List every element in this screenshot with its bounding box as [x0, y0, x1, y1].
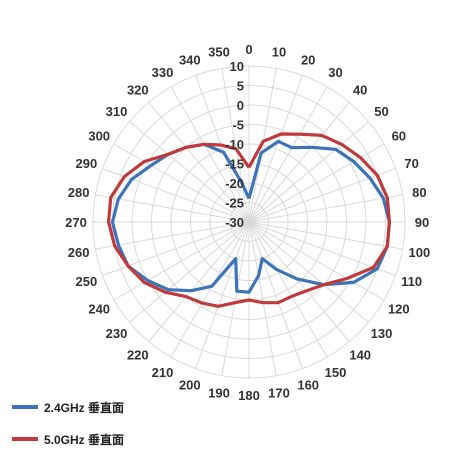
grid-spoke: [248, 221, 350, 342]
angle-tick-label: 120: [388, 302, 410, 317]
angle-tick-label: 40: [353, 83, 367, 98]
angle-tick-label: 250: [76, 274, 98, 289]
radial-tick-label: -25: [225, 196, 244, 211]
angle-tick-label: 160: [297, 378, 319, 393]
angle-tick-label: 100: [409, 245, 431, 260]
grid-spoke: [248, 221, 303, 369]
grid-spoke: [148, 102, 250, 223]
angle-tick-label: 340: [179, 52, 201, 67]
angle-tick-label: 230: [106, 326, 128, 341]
angle-tick-label: 220: [127, 348, 149, 363]
grid-spoke: [248, 194, 403, 223]
angle-tick-label: 150: [325, 365, 347, 380]
series-line-1: [106, 132, 391, 308]
angle-tick-label: 170: [268, 385, 290, 400]
angle-tick-label: 130: [371, 326, 393, 341]
angle-tick-label: 140: [349, 348, 371, 363]
angle-tick-label: 260: [68, 245, 90, 260]
angle-tick-label: 180: [238, 388, 260, 403]
legend-label-24ghz: 2.4GHz 垂直面: [44, 400, 125, 415]
angle-tick-label: 0: [245, 42, 252, 57]
angle-tick-label: 320: [127, 83, 149, 98]
grid-spoke: [248, 86, 328, 223]
radial-tick-label: 0: [237, 98, 244, 113]
angle-tick-label: 310: [106, 104, 128, 119]
grid-spoke: [95, 194, 250, 223]
grid-spoke: [170, 86, 250, 223]
series-line-0: [110, 139, 391, 294]
legend-swatch-50ghz: [12, 437, 38, 441]
grid-spoke: [248, 121, 369, 223]
angle-tick-label: 50: [374, 104, 388, 119]
radial-tick-label: -5: [232, 118, 244, 133]
grid-spoke: [102, 168, 250, 223]
angle-tick-label: 330: [152, 65, 174, 80]
grid-spoke: [148, 221, 250, 342]
radial-tick-label: -15: [225, 157, 244, 172]
angle-tick-label: 60: [392, 129, 406, 144]
angle-tick-label: 290: [76, 156, 98, 171]
grid-spoke: [248, 102, 350, 223]
radial-tick-label: -30: [225, 215, 244, 230]
grid-spoke: [248, 221, 385, 301]
angle-tick-label: 350: [208, 45, 230, 60]
grid-spoke: [95, 221, 250, 250]
radial-tick-label: 5: [237, 79, 244, 94]
angle-tick-label: 10: [272, 45, 286, 60]
angle-tick-label: 190: [208, 385, 230, 400]
radial-tick-label: 10: [230, 59, 244, 74]
angle-tick-label: 80: [412, 185, 426, 200]
grid-spoke: [195, 75, 250, 223]
angle-tick-label: 110: [401, 274, 422, 289]
grid-spoke: [129, 121, 250, 223]
angle-tick-label: 210: [152, 365, 174, 380]
grid-spoke: [248, 221, 328, 358]
legend-label-50ghz: 5.0GHz 垂直面: [44, 432, 125, 447]
legend-swatch-24ghz: [12, 405, 38, 409]
grid-spoke: [195, 221, 250, 369]
angle-tick-label: 30: [328, 65, 342, 80]
angle-tick-label: 70: [404, 156, 418, 171]
angle-tick-label: 20: [301, 52, 315, 67]
grid-spoke: [221, 221, 250, 376]
radial-tick-label: -20: [225, 176, 244, 191]
grid-spoke: [248, 75, 303, 223]
grid-spoke: [248, 221, 369, 323]
angle-tick-label: 240: [88, 302, 110, 317]
angle-tick-label: 300: [88, 129, 110, 144]
angle-tick-label: 90: [415, 215, 429, 230]
grid-spoke: [113, 143, 250, 223]
angle-tick-label: 200: [179, 378, 201, 393]
grid-spoke: [248, 221, 277, 376]
legend-item-50ghz: 5.0GHz 垂直面: [12, 428, 124, 450]
radial-tick-label: -10: [225, 137, 244, 152]
grid-spoke: [221, 68, 250, 223]
grid-spoke: [170, 221, 250, 358]
legend-item-24ghz: 2.4GHz 垂直面: [12, 396, 124, 418]
grid-spoke: [248, 221, 403, 250]
angle-tick-label: 270: [65, 215, 87, 230]
grid-spoke: [248, 221, 396, 276]
angle-tick-label: 280: [68, 185, 90, 200]
legend: 2.4GHz 垂直面 5.0GHz 垂直面: [12, 396, 124, 460]
grid-spoke: [113, 221, 250, 301]
grid-spoke: [129, 221, 250, 323]
